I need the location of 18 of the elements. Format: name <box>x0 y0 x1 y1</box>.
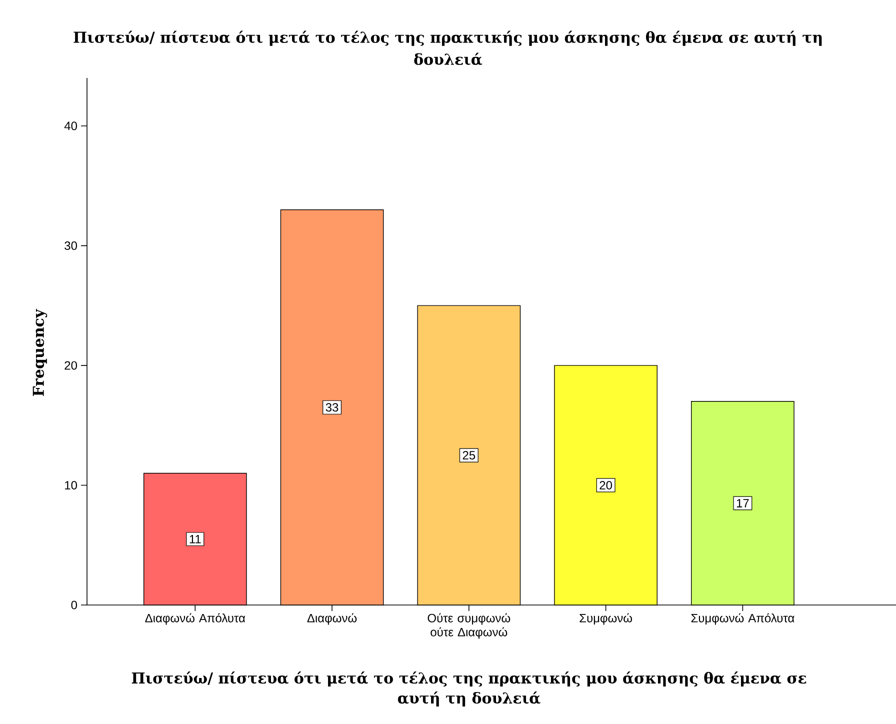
data-label: 11 <box>190 535 201 544</box>
x-tick-label: Συμφωνώ <box>580 613 632 625</box>
chart-title: Πιστεύω/ πίστευα ότι μετά το τέλος της πρακτικής μου άσκησης θα έμενα σε αυτή τη δουλειά <box>74 30 822 65</box>
y-tick-label: 10 <box>65 480 78 490</box>
y-tick-label: 0 <box>71 600 78 610</box>
x-tick-label: Ούτε συμφωνώ ούτε Διαφωνώ <box>428 613 510 639</box>
y-tick-label: 20 <box>64 361 78 370</box>
data-label: 33 <box>326 403 338 412</box>
data-label: 25 <box>462 451 476 460</box>
x-axis-title: Πιστεύω/ πίστευα ότι μετά το τέλος της πρακτικής μου άσκησης θα έμενα σε αυτή τη δουλειά <box>132 671 806 707</box>
data-label: 17 <box>736 499 749 508</box>
x-tick-label: Διαφωνώ <box>307 613 357 625</box>
x-tick-label: Συμφωνώ Απόλυτα <box>691 613 794 625</box>
y-tick-label: 40 <box>64 122 78 130</box>
y-tick-label: 30 <box>64 241 78 250</box>
data-label: 20 <box>600 480 612 490</box>
y-axis-title: Frequency <box>32 308 48 396</box>
x-tick-label: Διαφωνώ Απόλυτα <box>145 613 246 625</box>
